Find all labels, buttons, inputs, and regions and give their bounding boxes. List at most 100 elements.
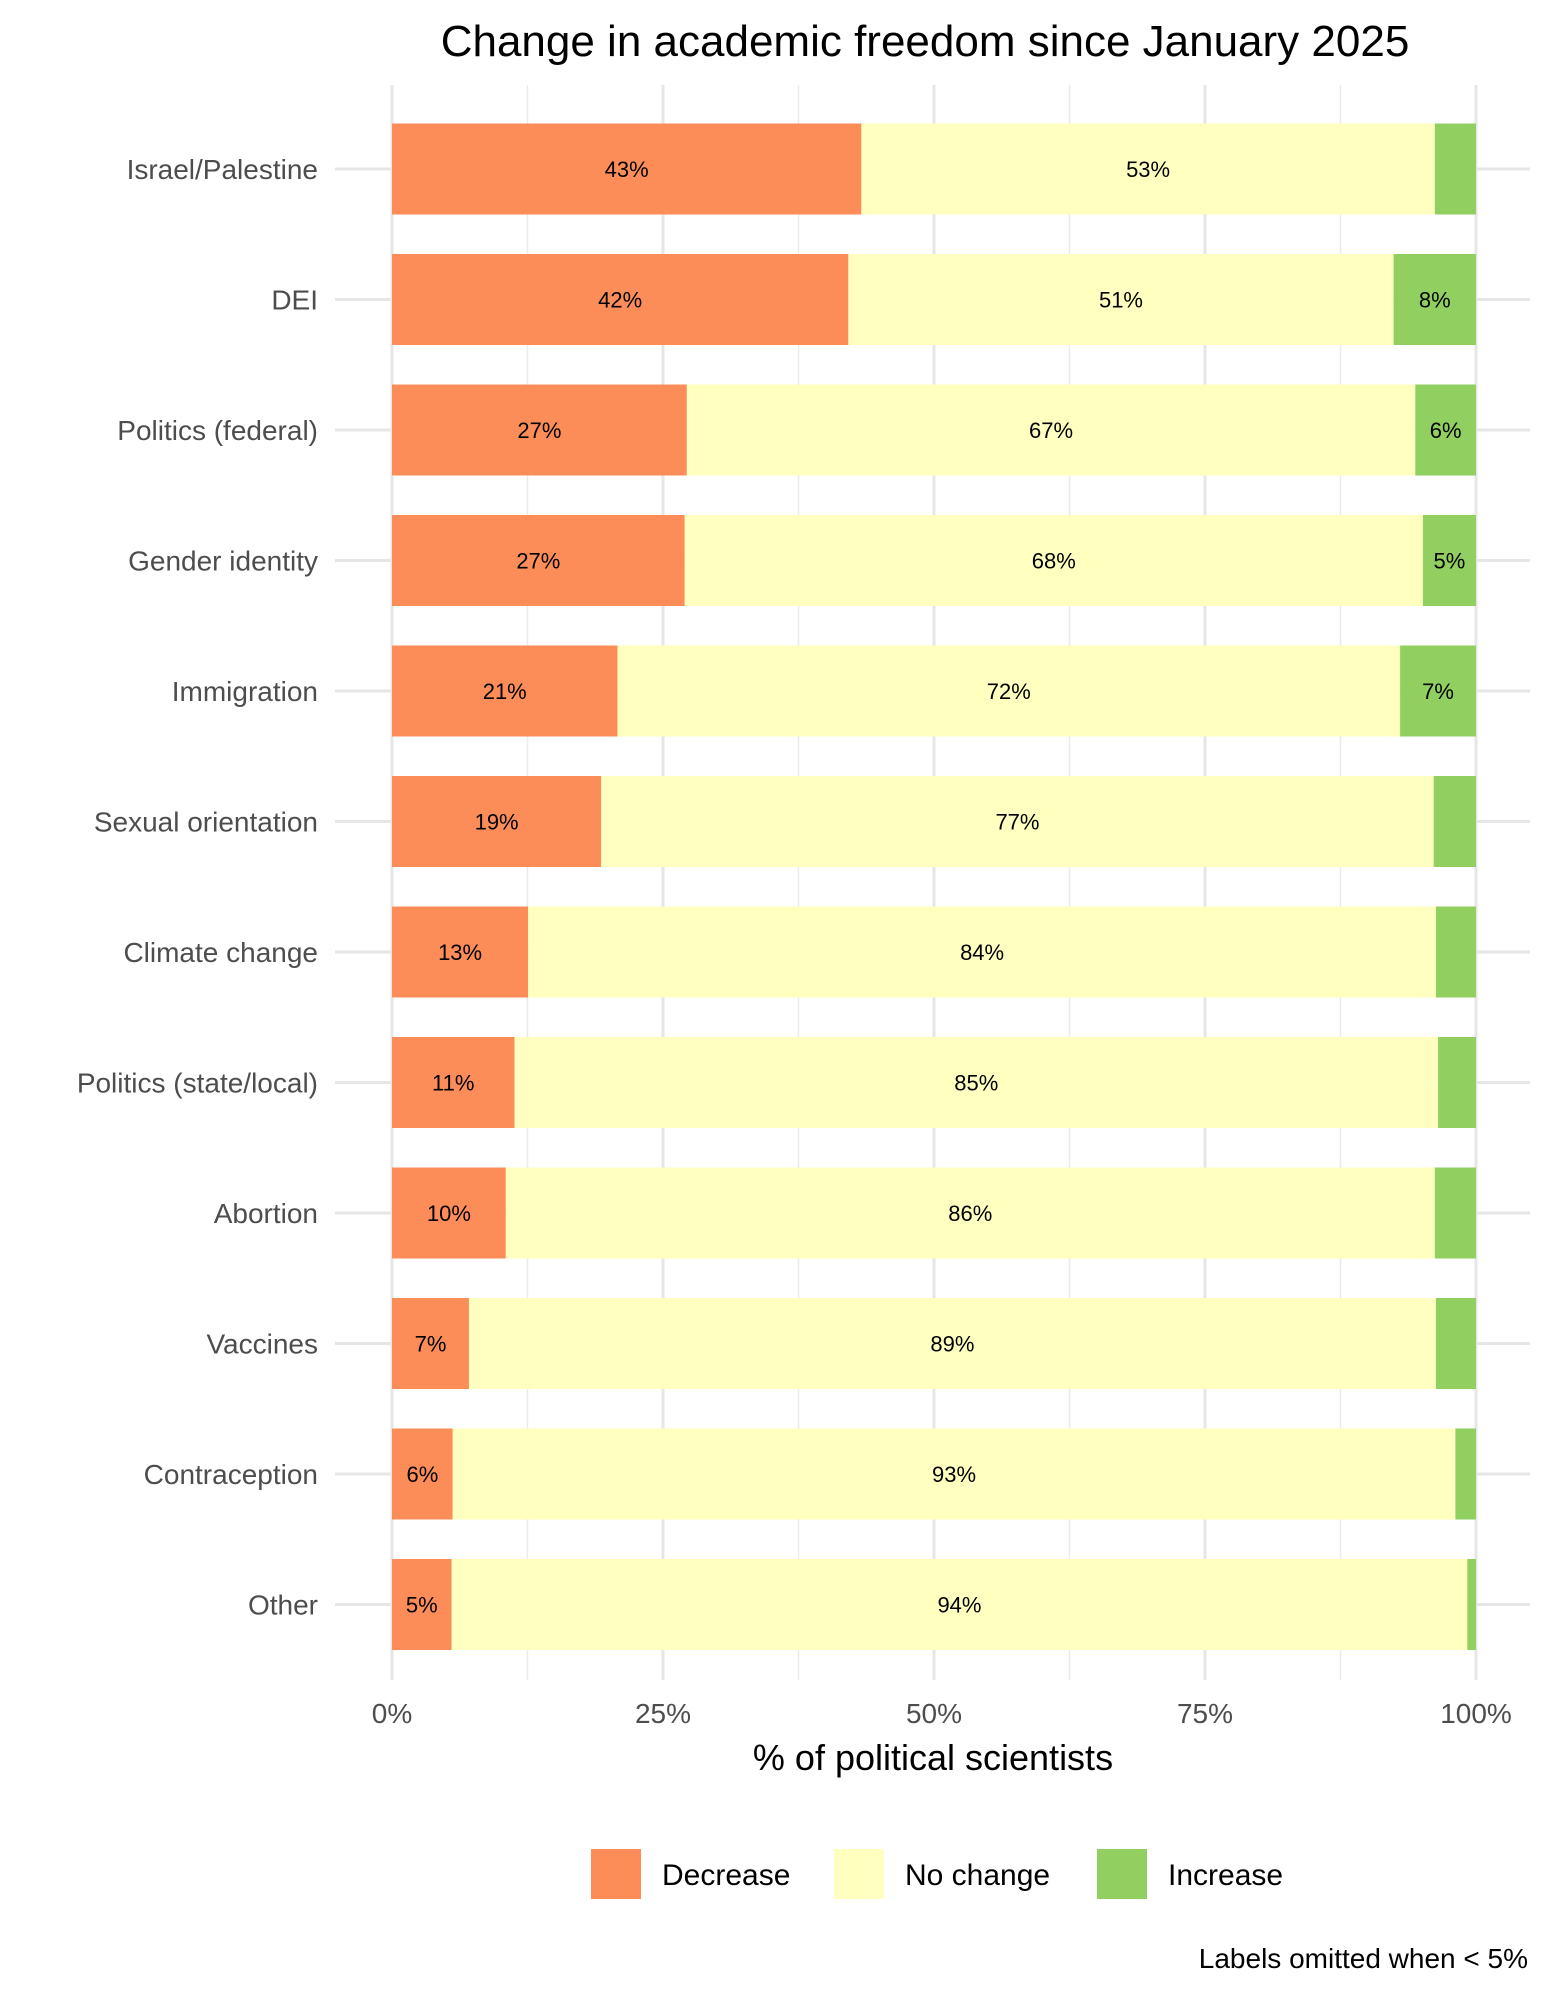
data-label: 19% xyxy=(475,810,519,835)
data-label: 43% xyxy=(605,157,649,182)
data-label: 84% xyxy=(960,940,1004,965)
bar-segment-decrease xyxy=(392,1167,506,1259)
bar-row: 6% 93% xyxy=(392,1428,1476,1520)
legend-item: Decrease xyxy=(591,1849,790,1899)
category-label: Vaccines xyxy=(206,1329,318,1360)
bar-row: 43% 53% xyxy=(392,123,1476,215)
data-label: 51% xyxy=(1099,288,1143,313)
category-label: Politics (state/local) xyxy=(77,1068,318,1099)
bar-segment-no-change xyxy=(684,515,1423,606)
bar-row: 11% 85% xyxy=(392,1037,1476,1128)
category-label: Abortion xyxy=(214,1198,318,1229)
bar-segment-no-change xyxy=(468,1298,1436,1389)
legend-key xyxy=(591,1849,641,1899)
data-label: 13% xyxy=(438,940,482,965)
bar-segment-no-change xyxy=(452,1428,1456,1520)
bar-segment-no-change xyxy=(505,1167,1435,1259)
bar-segment-increase xyxy=(1434,1167,1476,1259)
x-axis-ticks: 0% 25% 50% 75% 100% xyxy=(372,1698,1512,1729)
data-label: 7% xyxy=(415,1332,447,1357)
bar-row: 13% 84% xyxy=(392,906,1476,998)
category-label: DEI xyxy=(271,285,318,316)
bar-segment-increase xyxy=(1415,384,1476,476)
category-label: Other xyxy=(248,1590,318,1621)
bar-segment-decrease xyxy=(392,776,602,867)
data-label: 89% xyxy=(930,1332,974,1357)
data-label: 93% xyxy=(932,1462,976,1487)
bar-row: 5% 94% xyxy=(392,1559,1476,1650)
category-label: Climate change xyxy=(123,937,318,968)
bar-segment-no-change xyxy=(451,1559,1468,1650)
legend-item: Increase xyxy=(1097,1849,1283,1899)
data-label: 5% xyxy=(406,1593,438,1618)
bar-row: 21% 72% 7% xyxy=(392,645,1476,737)
bar-segment-no-change xyxy=(848,254,1394,345)
data-label: 68% xyxy=(1032,549,1076,574)
category-label: Sexual orientation xyxy=(94,807,318,838)
data-label: 42% xyxy=(598,288,642,313)
bar-segment-increase xyxy=(1393,254,1476,345)
chart-caption: Labels omitted when < 5% xyxy=(1199,1943,1528,1974)
data-label: 67% xyxy=(1029,418,1073,443)
bar-segment-decrease xyxy=(392,906,529,998)
category-label: Contraception xyxy=(144,1459,318,1490)
legend-key xyxy=(834,1849,884,1899)
legend-label: Decrease xyxy=(662,1859,790,1892)
bar-row: 27% 68% 5% xyxy=(392,515,1476,606)
bar-segment-decrease xyxy=(392,1428,453,1520)
x-axis-label: % of political scientists xyxy=(753,1737,1113,1778)
data-label: 6% xyxy=(406,1462,438,1487)
x-tick-label: 100% xyxy=(1440,1698,1512,1729)
bar-row: 10% 86% xyxy=(392,1167,1476,1259)
chart-title: Change in academic freedom since January… xyxy=(441,17,1410,66)
bar-segment-decrease xyxy=(392,384,687,476)
x-tick-label: 25% xyxy=(635,1698,691,1729)
bar-segment-decrease xyxy=(392,123,862,215)
legend: Decrease No change Increase xyxy=(591,1849,1283,1899)
bar-row: 42% 51% 8% xyxy=(392,254,1476,345)
bar-segment-increase xyxy=(1436,906,1476,998)
x-tick-label: 0% xyxy=(372,1698,412,1729)
data-label: 27% xyxy=(516,549,560,574)
category-labels: Israel/Palestine DEI Politics (federal) Gen… xyxy=(77,154,318,1621)
data-label: 85% xyxy=(954,1071,998,1096)
data-label: 21% xyxy=(483,679,527,704)
category-label: Israel/Palestine xyxy=(127,154,318,185)
bar-segment-no-change xyxy=(601,776,1434,867)
data-label: 7% xyxy=(1422,679,1454,704)
bar-segment-no-change xyxy=(514,1037,1439,1128)
bar-segment-increase xyxy=(1467,1559,1476,1650)
bar-row: 19% 77% xyxy=(392,776,1476,867)
data-label: 8% xyxy=(1419,288,1451,313)
data-label: 27% xyxy=(517,418,561,443)
bar-segment-increase xyxy=(1455,1428,1476,1520)
data-label: 94% xyxy=(937,1593,981,1618)
bar-segment-no-change xyxy=(617,645,1401,737)
category-label: Politics (federal) xyxy=(117,415,318,446)
bar-segment-decrease xyxy=(392,1559,452,1650)
x-tick-label: 75% xyxy=(1177,1698,1233,1729)
x-tick-label: 50% xyxy=(906,1698,962,1729)
data-label: 10% xyxy=(427,1201,471,1226)
bar-segment-increase xyxy=(1435,1298,1476,1389)
legend-item: No change xyxy=(834,1849,1050,1899)
bar-segment-increase xyxy=(1422,515,1476,606)
data-label: 6% xyxy=(1430,418,1462,443)
bar-segment-decrease xyxy=(392,645,618,737)
category-label: Immigration xyxy=(172,676,318,707)
data-label: 11% xyxy=(432,1071,474,1096)
data-label: 72% xyxy=(987,679,1031,704)
bar-segment-no-change xyxy=(686,384,1416,476)
legend-label: Increase xyxy=(1168,1859,1283,1892)
legend-label: No change xyxy=(905,1859,1050,1892)
bar-segment-no-change xyxy=(528,906,1437,998)
bar-segment-decrease xyxy=(392,254,849,345)
data-label: 53% xyxy=(1126,157,1170,182)
bar-segment-increase xyxy=(1434,123,1476,215)
bar-segment-increase xyxy=(1400,645,1476,737)
data-label: 86% xyxy=(948,1201,992,1226)
bar-segment-decrease xyxy=(392,515,685,606)
bar-row: 7% 89% xyxy=(392,1298,1476,1389)
data-label: 5% xyxy=(1434,549,1466,574)
